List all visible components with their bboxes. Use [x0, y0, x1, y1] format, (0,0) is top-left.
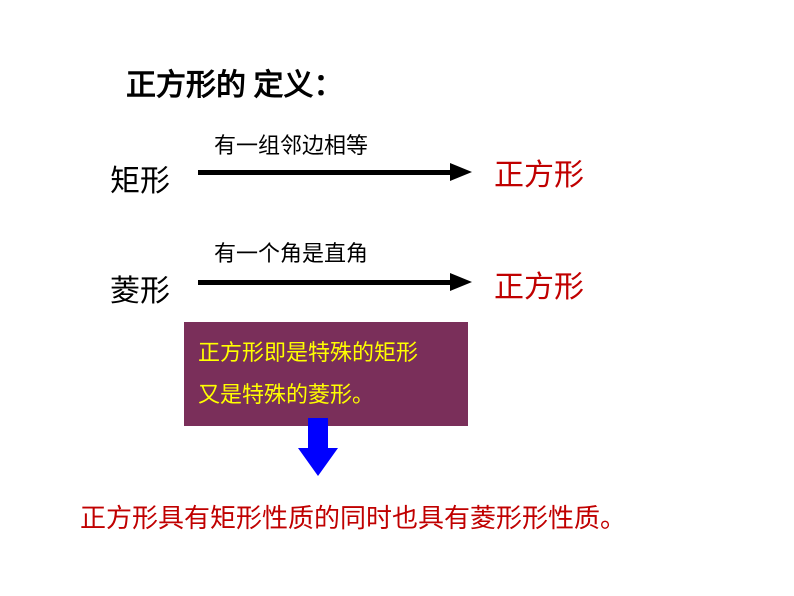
row2-arrow-line — [198, 280, 452, 285]
row1-arrow-head — [450, 163, 472, 181]
row1-arrow-line — [198, 170, 452, 175]
down-arrow-head — [298, 448, 338, 476]
row1-arrow-annotation: 有一组邻边相等 — [214, 128, 368, 160]
row2-arrow-annotation: 有一个角是直角 — [214, 236, 368, 268]
row2-left-label: 菱形 — [110, 266, 170, 310]
row1-right-label: 正方形 — [494, 150, 584, 194]
page-title: 正方形的 定义： — [126, 60, 344, 104]
row1-left-label: 矩形 — [110, 156, 170, 200]
summary-box: 正方形即是特殊的矩形 又是特殊的菱形。 — [184, 322, 468, 426]
summary-box-line2: 又是特殊的菱形。 — [198, 374, 454, 416]
summary-box-line1: 正方形即是特殊的矩形 — [198, 332, 454, 374]
down-arrow-stem — [308, 418, 328, 448]
row2-right-label: 正方形 — [494, 262, 584, 306]
row2-arrow-head — [450, 273, 472, 291]
conclusion-text: 正方形具有矩形性质的同时也具有菱形形性质。 — [80, 498, 626, 535]
